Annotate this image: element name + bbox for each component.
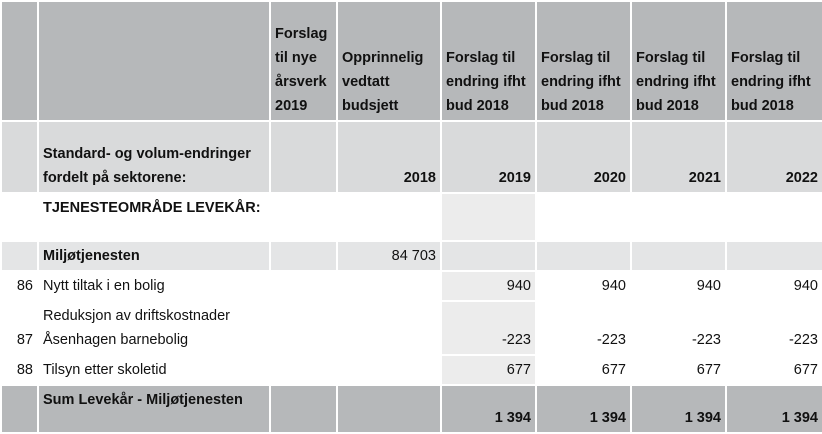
cell: -223: [535, 300, 632, 356]
cell: [269, 354, 338, 386]
cell: 1 394: [630, 384, 727, 434]
cell: [336, 270, 442, 302]
cell: -223: [440, 300, 537, 356]
table-row: 87 Reduksjon av driftskostnader Åsenhagen…: [0, 300, 822, 356]
cell: 940: [440, 270, 537, 302]
cell: [630, 192, 727, 242]
cell: [0, 192, 39, 242]
cell: [269, 300, 338, 356]
cell: [535, 240, 632, 272]
cell: [535, 192, 632, 242]
cell: Forslag til endring ifht bud 2018: [725, 0, 822, 122]
cell: [37, 0, 271, 122]
cell: [0, 0, 39, 122]
cell: Forslag til endring ifht bud 2018: [535, 0, 632, 122]
cell: [336, 300, 442, 356]
cell: Opprinnelig vedtatt budsjett: [336, 0, 442, 122]
cell: 84 703: [336, 240, 442, 272]
cell: 88: [0, 354, 39, 386]
cell: [0, 120, 39, 194]
cell: 1 394: [725, 384, 822, 434]
cell: 677: [535, 354, 632, 386]
cell: 2021: [630, 120, 727, 194]
cell: Forslag til endring ifht bud 2018: [630, 0, 727, 122]
cell: [0, 240, 39, 272]
cell: 86: [0, 270, 39, 302]
cell: -223: [630, 300, 727, 356]
cell: 677: [725, 354, 822, 386]
cell: 940: [725, 270, 822, 302]
cell: 2020: [535, 120, 632, 194]
cell: Miljøtjenesten: [37, 240, 271, 272]
cell: Forslag til endring ifht bud 2018: [440, 0, 537, 122]
cell: Nytt tiltak i en bolig: [37, 270, 271, 302]
cell: [336, 354, 442, 386]
cell: [336, 384, 442, 434]
cell: 1 394: [535, 384, 632, 434]
cell: 2018: [336, 120, 442, 194]
cell: 1 394: [440, 384, 537, 434]
table-row: TJENESTEOMRÅDE LEVEKÅR:: [0, 192, 822, 242]
cell: [440, 192, 537, 242]
cell: [269, 384, 338, 434]
cell: [336, 192, 442, 242]
cell: Tilsyn etter skoletid: [37, 354, 271, 386]
cell: [269, 240, 338, 272]
cell: 940: [630, 270, 727, 302]
cell: [725, 192, 822, 242]
cell: [269, 192, 338, 242]
cell: 2022: [725, 120, 822, 194]
header-row: Forslag til nye årsverk 2019 Opprinnelig …: [0, 0, 822, 122]
cell: Reduksjon av driftskostnader Åsenhagen b…: [37, 300, 271, 356]
cell: [440, 240, 537, 272]
table-row: 88 Tilsyn etter skoletid 677 677 677 677: [0, 354, 822, 386]
cell: Forslag til nye årsverk 2019: [269, 0, 338, 122]
table-row: Sum Levekår - Miljøtjenesten 1 394 1 394 1 …: [0, 384, 822, 434]
table-row: Standard- og volum-endringer fordelt på …: [0, 120, 822, 194]
cell: -223: [725, 300, 822, 356]
cell: Sum Levekår - Miljøtjenesten: [37, 384, 271, 434]
cell: [725, 240, 822, 272]
cell: Standard- og volum-endringer fordelt på …: [37, 120, 271, 194]
cell: 677: [630, 354, 727, 386]
table-row: 86 Nytt tiltak i en bolig 940 940 940 940: [0, 270, 822, 302]
cell: [630, 240, 727, 272]
cell: 2019: [440, 120, 537, 194]
cell: [0, 384, 39, 434]
cell: [269, 270, 338, 302]
table-row: Miljøtjenesten 84 703: [0, 240, 822, 272]
cell: 677: [440, 354, 537, 386]
cell: 940: [535, 270, 632, 302]
cell: TJENESTEOMRÅDE LEVEKÅR:: [37, 192, 271, 242]
cell: [269, 120, 338, 194]
cell: 87: [0, 300, 39, 356]
